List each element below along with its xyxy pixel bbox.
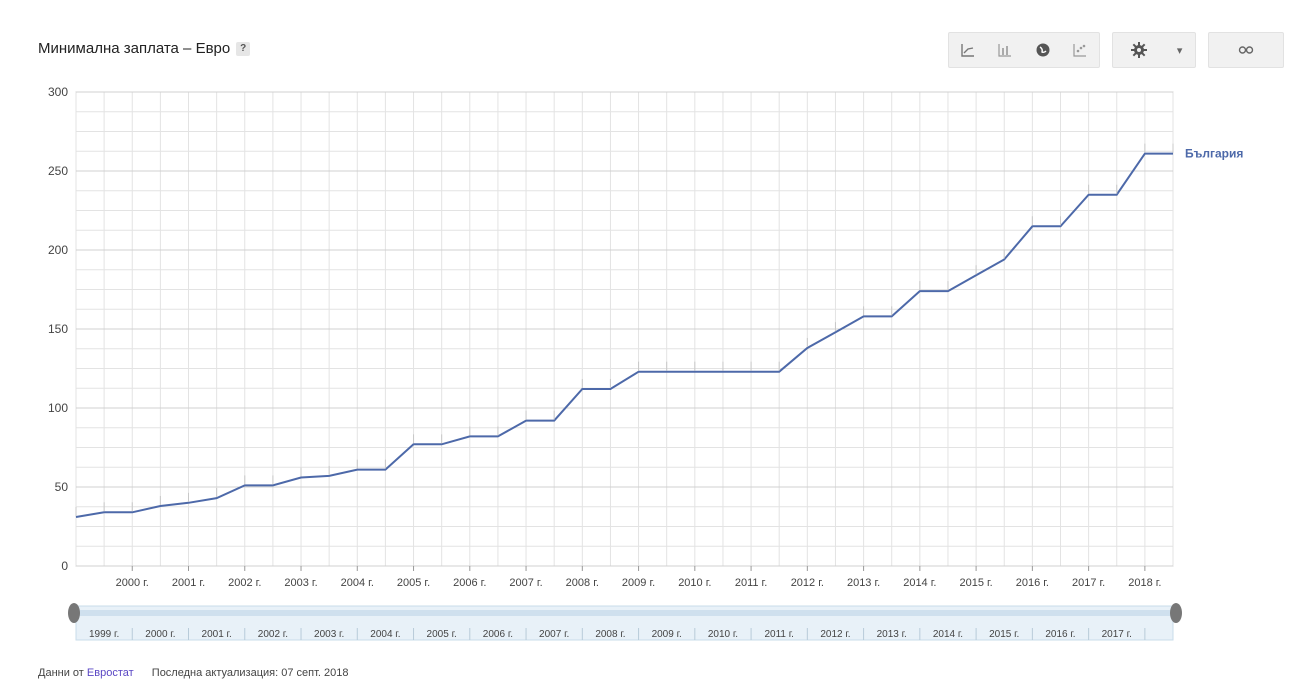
slider-year-label: 2013 г.: [877, 629, 907, 640]
slider-year-label: 2012 г.: [820, 629, 850, 640]
help-icon[interactable]: ?: [236, 41, 251, 56]
source-link[interactable]: Евростат: [86, 667, 134, 679]
slider-year-label: 2009 г.: [652, 629, 682, 640]
slider-year-label: 2000 г.: [145, 629, 175, 640]
x-tick-label: 2012 г.: [791, 577, 824, 589]
slider-year-label: 2017 г.: [1102, 629, 1132, 640]
y-tick-label: 200: [48, 243, 68, 257]
chart-canvas: 0 50 100 150 200 250 300 2000 г. 2001 г. 2002 г. 2…: [48, 85, 1243, 641]
x-tick-label: 2015 г.: [959, 577, 992, 589]
x-tick-label: 2002 г.: [228, 577, 261, 589]
x-tick-label: 2018 г.: [1128, 577, 1161, 589]
y-tick-label: 100: [48, 401, 68, 415]
x-tick-label: 2007 г.: [509, 577, 542, 589]
scatter-chart-icon[interactable]: [1067, 37, 1093, 63]
source-prefix: Данни от: [38, 667, 84, 679]
link-button[interactable]: [1208, 32, 1284, 68]
y-tick-label: 300: [48, 85, 68, 99]
slider-year-label: 2001 г.: [202, 629, 232, 640]
slider-year-label: 2010 г.: [708, 629, 738, 640]
x-tick-label: 2006 г.: [453, 577, 486, 589]
slider-year-label: 2003 г.: [314, 629, 344, 640]
slider-year-label: 2002 г.: [258, 629, 288, 640]
series-line[interactable]: [75, 152, 1173, 518]
x-tick-label: 2014 г.: [903, 577, 936, 589]
x-tick-label: 2001 г.: [172, 577, 205, 589]
slider-year-label: 2016 г.: [1045, 629, 1075, 640]
slider-year-label: 2008 г.: [595, 629, 625, 640]
slider-year-label: 2006 г.: [483, 629, 513, 640]
x-tick-label: 2016 г.: [1016, 577, 1049, 589]
line-chart-icon[interactable]: [955, 37, 981, 63]
slider-year-label: 2014 г.: [933, 629, 963, 640]
x-tick-label: 2003 г.: [284, 577, 317, 589]
x-tick-label: 2011 г.: [735, 577, 767, 589]
chevron-down-icon[interactable]: ▾: [1176, 44, 1183, 57]
chart-title-row: Минимална заплата – Евро ?: [38, 40, 251, 57]
map-chart-icon[interactable]: [1030, 37, 1056, 63]
x-tick-label: 2004 г.: [341, 577, 374, 589]
slider-year-label: 2011 г.: [764, 629, 794, 640]
y-tick-label: 150: [48, 322, 68, 336]
x-tick-label: 2017 г.: [1072, 577, 1105, 589]
x-tick-label: 2009 г.: [622, 577, 655, 589]
page-title: Минимална заплата – Евро: [38, 40, 231, 57]
slider-year-label: 2004 г.: [370, 629, 400, 640]
slider-year-label: 2007 г.: [539, 629, 569, 640]
footer: Данни от Евростат Последна актуализация:…: [38, 667, 348, 679]
x-tick-label: 2005 г.: [397, 577, 430, 589]
series-label: България: [1185, 147, 1243, 161]
settings-button[interactable]: ▾: [1112, 32, 1196, 68]
y-tick-label: 50: [55, 480, 69, 494]
x-tick-label: 2010 г.: [678, 577, 711, 589]
slider-year-label: 2005 г.: [427, 629, 457, 640]
x-tick-label: 2000 г.: [116, 577, 149, 589]
bar-chart-icon[interactable]: [992, 37, 1018, 63]
gear-icon[interactable]: [1126, 37, 1152, 63]
last-updated: Последна актуализация: 07 септ. 2018: [151, 667, 349, 679]
slider-handle-left[interactable]: [68, 603, 80, 623]
chart-type-switcher: [948, 32, 1100, 68]
x-tick-label: 2013 г.: [847, 577, 880, 589]
y-tick-label: 250: [48, 164, 68, 178]
x-tick-label: 2008 г.: [566, 577, 599, 589]
time-slider-range[interactable]: [76, 610, 1173, 616]
y-tick-label: 0: [61, 559, 68, 573]
slider-year-label: 2015 г.: [989, 629, 1019, 640]
link-icon[interactable]: [1233, 37, 1259, 63]
slider-year-label: 1999 г.: [89, 629, 119, 640]
slider-handle-right[interactable]: [1170, 603, 1182, 623]
